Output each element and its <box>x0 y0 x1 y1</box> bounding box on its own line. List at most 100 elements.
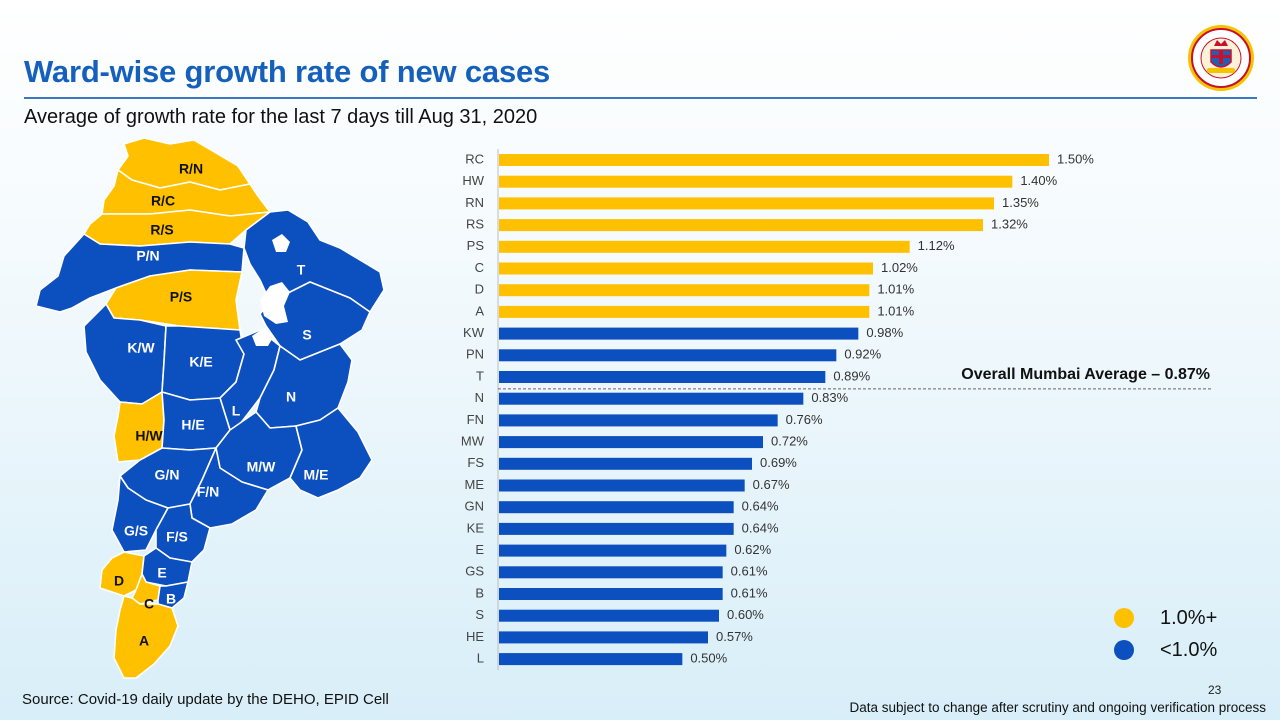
ward-map: R/NR/C R/S P/N T P/S S K/W K/E L N H/W H/E G/N M/W M/E… <box>35 137 385 679</box>
bar <box>499 479 745 492</box>
page-number: 23 <box>1208 683 1222 697</box>
bar <box>499 175 1013 188</box>
ward-label: M/E <box>304 467 329 483</box>
bar-value-label: 1.32% <box>991 217 1028 232</box>
chart-legend: 1.0%+ <1.0% <box>1114 602 1217 666</box>
bar <box>499 588 723 600</box>
bar-value-label: 0.76% <box>786 412 823 427</box>
category-label: GS <box>465 564 484 579</box>
bar-value-label: 0.67% <box>753 477 790 492</box>
ward-label: E <box>157 565 166 581</box>
disclaimer-note: Data subject to change after scrutiny an… <box>849 700 1267 715</box>
lake-icon <box>252 328 274 346</box>
category-label: A <box>475 303 484 318</box>
bar-value-label: 1.01% <box>877 282 914 297</box>
bar <box>499 544 727 557</box>
bar-value-label: 0.64% <box>742 499 779 514</box>
ward-label: A <box>139 633 149 649</box>
category-label: E <box>475 542 484 557</box>
category-label: MW <box>461 434 485 449</box>
ward-label: M/W <box>247 459 277 475</box>
category-label: HE <box>466 629 484 644</box>
category-label: KW <box>463 325 485 340</box>
bar <box>499 566 723 579</box>
ward-label: K/W <box>127 340 155 356</box>
ward-label: R/S <box>150 222 173 238</box>
bar <box>499 349 837 362</box>
ward-label: H/E <box>181 417 204 433</box>
category-label: ME <box>465 477 485 492</box>
bar-value-label: 0.98% <box>866 325 903 340</box>
ward-label: G/S <box>124 523 148 539</box>
bar-value-label: 1.50% <box>1057 151 1094 166</box>
ward-label: G/N <box>155 467 180 483</box>
ward-region-d <box>99 551 145 597</box>
bar-value-label: 0.89% <box>833 368 870 383</box>
legend-item-low: <1.0% <box>1114 634 1217 666</box>
bar-value-label: 1.12% <box>918 238 955 253</box>
ward-label: B <box>166 591 176 607</box>
ward-label: N <box>286 389 296 405</box>
bar <box>499 305 870 318</box>
ward-label: T <box>297 262 306 278</box>
bar <box>499 262 873 275</box>
category-label: L <box>477 651 484 666</box>
bar <box>499 457 752 470</box>
ward-region-b <box>157 581 189 609</box>
bar <box>499 392 804 405</box>
category-label: S <box>475 607 484 622</box>
category-label: FS <box>467 455 484 470</box>
ward-label: H/W <box>135 428 163 444</box>
bar <box>499 154 1049 166</box>
bar <box>499 240 910 253</box>
bar-value-label: 1.01% <box>877 303 914 318</box>
ward-label: D <box>114 573 124 589</box>
ward-label: K/E <box>189 354 212 370</box>
bar-value-label: 0.50% <box>690 651 727 666</box>
legend-swatch-low <box>1114 640 1134 660</box>
category-label: HW <box>462 173 484 188</box>
bar <box>499 197 994 210</box>
legend-swatch-high <box>1114 608 1134 628</box>
ward-label: R/N <box>179 161 203 177</box>
category-label: KE <box>467 520 485 535</box>
bar-value-label: 0.72% <box>771 434 808 449</box>
ward-label: F/S <box>166 529 188 545</box>
legend-item-high: 1.0%+ <box>1114 602 1217 634</box>
page-title: Ward-wise growth rate of new cases <box>24 54 551 89</box>
legend-label-low: <1.0% <box>1160 638 1218 661</box>
bar-value-label: 0.83% <box>811 390 848 405</box>
ward-region-me <box>289 407 373 499</box>
ward-region-rs <box>83 209 271 247</box>
bar <box>499 371 826 383</box>
bar-value-label: 0.57% <box>716 629 753 644</box>
bar-value-label: 0.60% <box>727 607 764 622</box>
ward-label: S <box>302 327 311 343</box>
bar <box>499 631 708 644</box>
category-label: FN <box>467 412 484 427</box>
category-label: RS <box>466 217 484 232</box>
page-subtitle: Average of growth rate for the last 7 da… <box>24 106 538 128</box>
bar-value-label: 0.64% <box>742 520 779 535</box>
bar-value-label: 1.40% <box>1020 173 1057 188</box>
bar-value-label: 0.61% <box>731 564 768 579</box>
bar <box>499 653 683 666</box>
category-label: GN <box>465 499 485 514</box>
bar <box>499 327 859 340</box>
ward-label: C <box>144 596 154 612</box>
bar-value-label: 0.92% <box>844 347 881 362</box>
ward-region-a <box>113 595 179 679</box>
bar <box>499 284 870 297</box>
lake-icon <box>260 282 290 324</box>
ward-label: F/N <box>197 484 220 500</box>
legend-label-high: 1.0%+ <box>1160 606 1218 629</box>
category-label: RN <box>465 195 484 210</box>
ward-label: P/S <box>170 289 193 305</box>
bar <box>499 414 778 427</box>
bar-value-label: 0.62% <box>734 542 771 557</box>
bar <box>499 219 983 232</box>
title-divider <box>24 97 1257 99</box>
bar-value-label: 0.69% <box>760 455 797 470</box>
ward-label: L <box>232 403 241 419</box>
ward-region-s <box>259 281 371 361</box>
